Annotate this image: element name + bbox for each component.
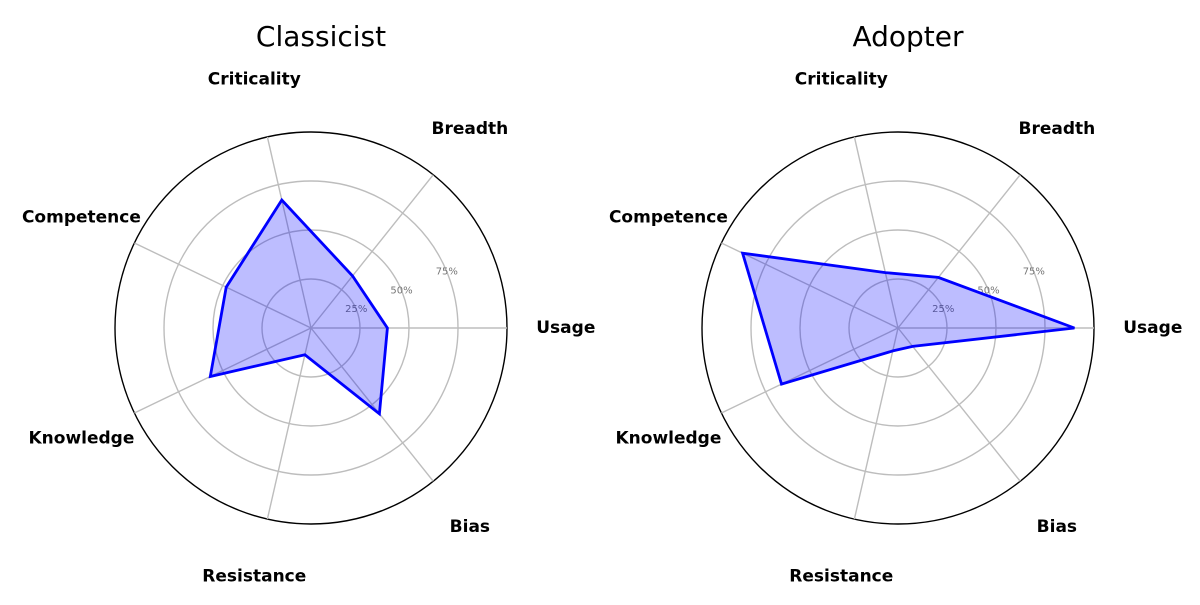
tick-label: 50% xyxy=(390,285,412,296)
axis-label-bias: Bias xyxy=(1037,517,1077,537)
axis-label-criticality: Criticality xyxy=(208,70,301,90)
radar-chart-adopter: Adopter Usage Breadth Criticality Competence… xyxy=(609,20,1182,586)
axis-label-usage: Usage xyxy=(1123,318,1182,338)
spoke-knowledge xyxy=(721,327,899,414)
axis-label-bias: Bias xyxy=(450,517,490,537)
spoke-criticality xyxy=(853,136,899,329)
data-area xyxy=(740,251,1075,386)
axis-label-usage: Usage xyxy=(536,318,595,338)
tick-label: 75% xyxy=(1023,267,1045,278)
axis-label-breadth: Breadth xyxy=(431,119,508,139)
spoke-knowledge xyxy=(134,327,312,414)
chart-title: Classicist xyxy=(256,20,386,53)
tick-label: 75% xyxy=(436,267,458,278)
tick-label: 25% xyxy=(345,304,367,315)
radar-chart-classicist: Classicist Usage Breadth Criticality Compete… xyxy=(22,20,595,586)
tick-label: 25% xyxy=(932,304,954,315)
spoke-resistance xyxy=(853,327,899,520)
spoke-breadth xyxy=(897,174,1021,329)
tick-label: 50% xyxy=(977,285,999,296)
chart-title: Adopter xyxy=(852,20,964,53)
axis-label-resistance: Resistance xyxy=(202,566,306,586)
spoke-competence xyxy=(721,242,899,329)
spoke-competence xyxy=(134,242,312,329)
axis-label-knowledge: Knowledge xyxy=(28,429,134,449)
spoke-bias xyxy=(897,327,1021,482)
axis-label-criticality: Criticality xyxy=(795,70,888,90)
spoke-resistance xyxy=(266,327,312,520)
spoke-bias xyxy=(310,327,434,482)
axis-label-resistance: Resistance xyxy=(789,566,893,586)
data-area xyxy=(208,197,389,417)
axis-label-knowledge: Knowledge xyxy=(615,429,721,449)
axis-label-competence: Competence xyxy=(609,207,728,227)
axis-label-breadth: Breadth xyxy=(1018,119,1095,139)
axis-label-competence: Competence xyxy=(22,207,141,227)
spoke-breadth xyxy=(310,174,434,329)
spoke-criticality xyxy=(266,136,312,329)
